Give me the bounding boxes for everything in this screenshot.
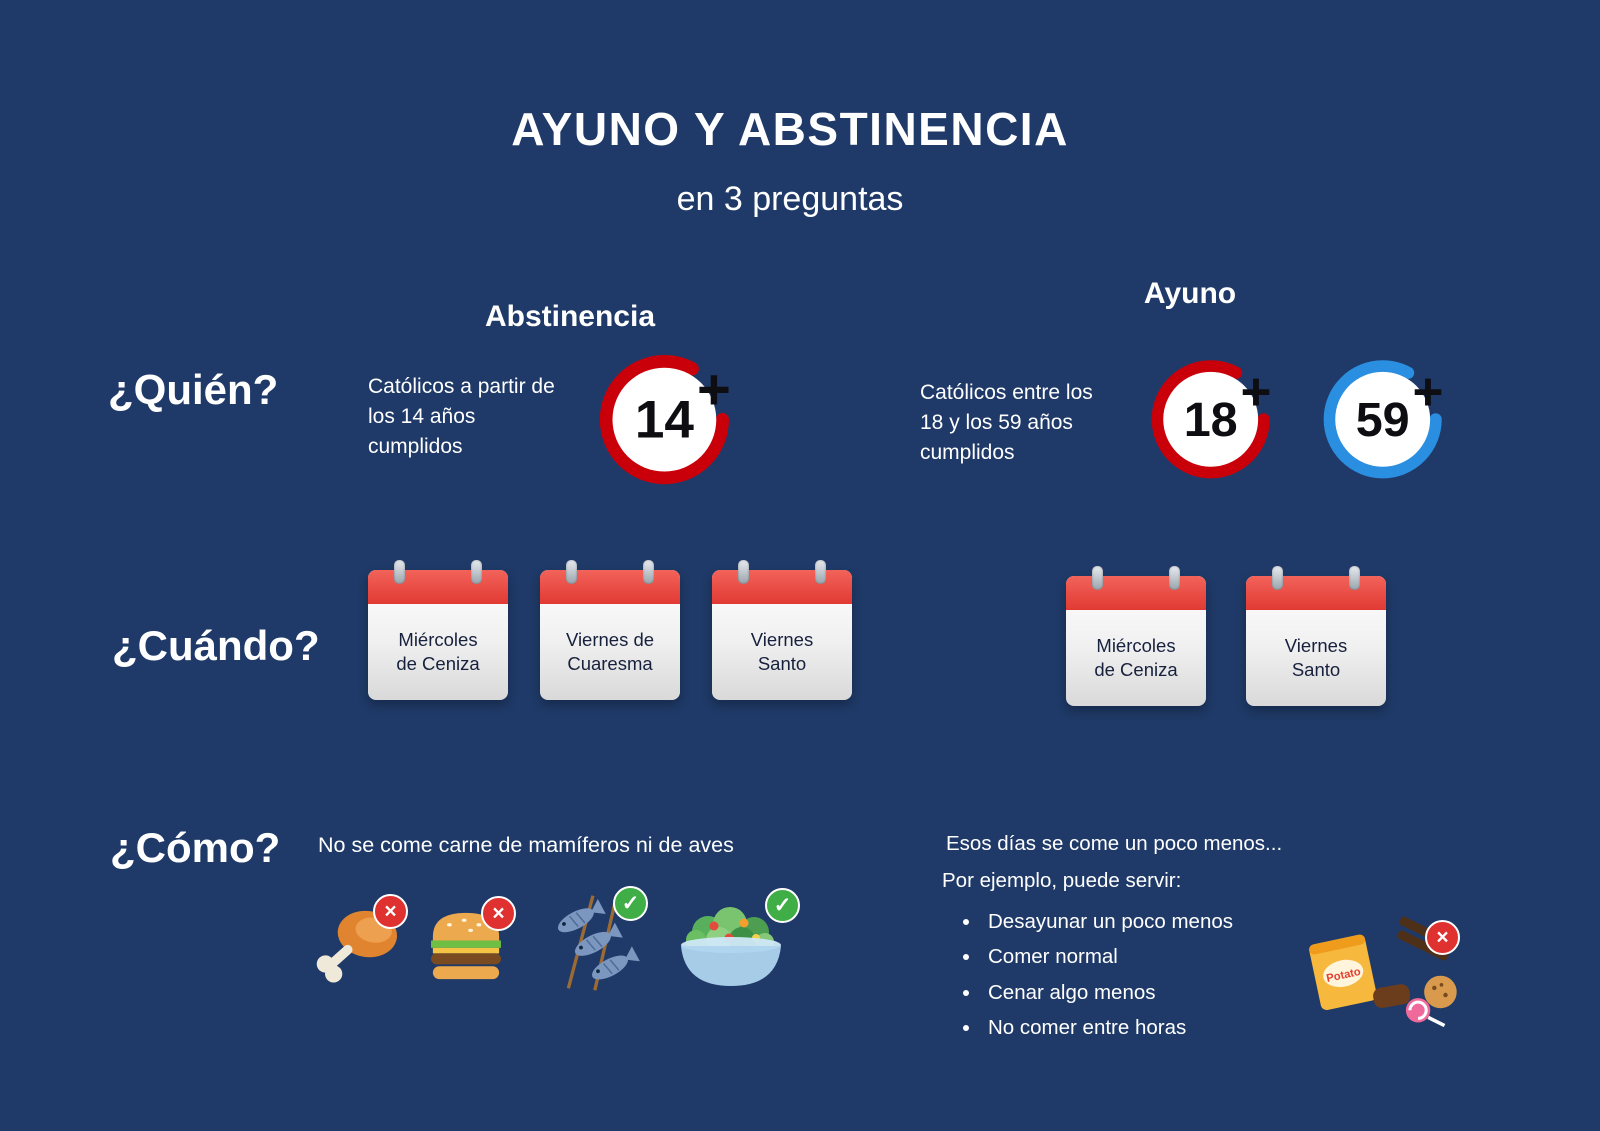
page-subtitle: en 3 preguntas [676,180,904,218]
binder-ring-icon [394,560,405,584]
como-ayuno-intro-2: Por ejemplo, puede servir: [942,869,1182,892]
calendar-miercoles-ceniza-ayuno: Miércoles de Ceniza [1066,566,1206,706]
binder-ring-icon [1169,566,1180,590]
calendar-header-bar [540,560,680,604]
calendar-label-line2: de Ceniza [396,653,480,674]
cross-badge-icon: × [1425,920,1460,955]
como-abstinencia-text: No se come carne de mamíferos ni de aves [318,833,734,857]
column-header-abstinencia: Abstinencia [484,300,656,333]
calendar-miercoles-ceniza: Miércoles de Ceniza [368,560,508,700]
ayuno-bullet-list: Desayunar un poco menos Comer normal Cen… [962,908,1233,1049]
calendar-viernes-santo: Viernes Santo [712,560,852,700]
binder-ring-icon [1092,566,1103,590]
age-badge-18-plus: 18 + [1151,360,1271,479]
binder-ring-icon [738,560,749,584]
binder-ring-icon [471,560,482,584]
calendar-viernes-santo-ayuno: Viernes Santo [1246,566,1386,706]
row-label-quien: ¿Quién? [108,366,279,413]
badge-face [1335,371,1431,467]
check-badge-icon: ✓ [765,888,800,923]
column-header-ayuno: Ayuno [1143,277,1237,310]
badge-number: 18 [1184,393,1238,447]
bullet-item: Comer normal [982,943,1233,971]
row-label-como: ¿Cómo? [110,824,281,871]
salad-item: ✓ [666,888,800,1000]
badge-number: 14 [635,391,695,450]
calendar-header-bar [1246,566,1386,610]
calendar-label-line1: Miércoles [398,628,478,650]
calendar-label-line2: Santo [757,653,807,674]
badge-face [1163,371,1259,467]
binder-ring-icon [643,560,654,584]
cross-badge-icon: × [373,894,408,929]
snacks-icon: Potato [1309,916,1457,1028]
cross-badge-icon: × [481,896,516,931]
quien-ayuno-text: Católicos entre los 18 y los 59 años cum… [920,381,1093,464]
bullet-item: Desayunar un poco menos [982,908,1233,936]
calendar-label-line2: Cuaresma [567,653,653,674]
fish-skewer-icon [557,895,640,991]
binder-ring-icon [1272,566,1283,590]
calendar-label: Miércoles de Ceniza [368,604,508,700]
snacks-item: Potato × [1296,900,1474,1028]
badge-ring [1323,360,1442,479]
badge-face [612,367,717,472]
calendar-label: Viernes Santo [712,604,852,700]
calendar-viernes-cuaresma: Viernes de Cuaresma [540,560,680,700]
binder-ring-icon [815,560,826,584]
badge-ring [1151,360,1270,479]
age-badge-14-plus: 14 + [599,355,731,485]
calendar-label-line2: de Ceniza [1094,659,1178,680]
como-ayuno-intro-1: Esos días se come un poco menos... [946,832,1283,855]
calendar-label-line1: Miércoles [1096,634,1176,656]
calendar-label: Viernes de Cuaresma [540,604,680,700]
plus-icon: + [697,358,731,422]
binder-ring-icon [566,560,577,584]
page-title: AYUNO Y ABSTINENCIA [511,103,1069,155]
badge-number: 59 [1356,393,1410,447]
badge-ring [599,355,729,485]
hamburger-item: × [420,896,516,992]
calendar-label-line2: Santo [1291,659,1341,680]
calendar-label-line1: Viernes [1284,634,1348,656]
calendar-header-bar [1066,566,1206,610]
drumstick-item: × [308,894,408,994]
binder-ring-icon [1349,566,1360,590]
salad-icon [681,907,781,986]
row-label-cuando: ¿Cuándo? [112,622,320,669]
calendar-label-line1: Viernes de [565,628,655,650]
bullet-item: Cenar algo menos [982,979,1233,1007]
check-badge-icon: ✓ [613,886,648,921]
quien-abstinencia-text: Católicos a partir de los 14 años cumpli… [368,375,555,458]
calendar-label-line1: Viernes [750,628,814,650]
bullet-item: No comer entre horas [982,1014,1233,1042]
calendar-label: Viernes Santo [1246,610,1386,706]
calendar-label: Miércoles de Ceniza [1066,610,1206,706]
calendar-header-bar [712,560,852,604]
calendar-header-bar [368,560,508,604]
plus-icon: + [1240,362,1271,421]
fish-skewer-item: ✓ [540,886,648,994]
age-badge-59-plus: 59 + [1323,360,1443,479]
plus-icon: + [1412,362,1443,421]
